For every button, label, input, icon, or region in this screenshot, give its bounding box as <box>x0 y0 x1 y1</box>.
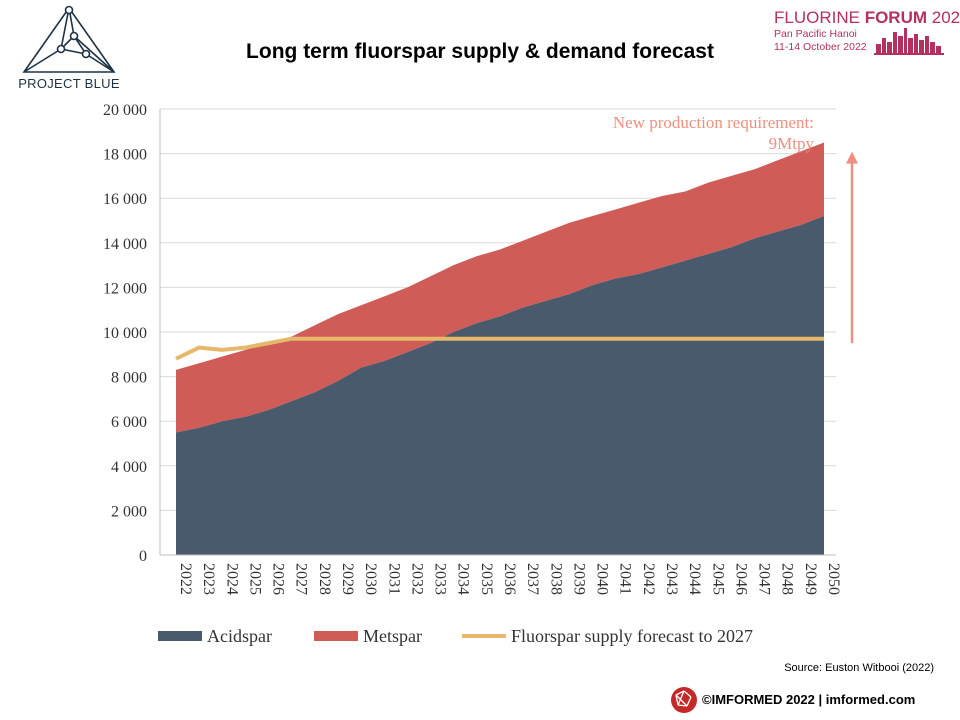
legend-metspar-label: Metspar <box>363 626 422 646</box>
y-tick-label: 16 000 <box>103 191 147 208</box>
x-tick-label: 2050 <box>825 563 842 595</box>
project-blue-logo-text: PROJECT BLUE <box>18 76 120 91</box>
copyright-text: ©IMFORMED 2022 | imformed.com <box>702 692 916 707</box>
y-tick-label: 20 000 <box>103 102 147 119</box>
legend: Acidspar Metspar Fluorspar supply forecast… <box>158 626 753 646</box>
city-skyline-icon <box>874 28 944 55</box>
project-blue-logo: PROJECT BLUE <box>14 4 124 98</box>
legend-supply-label: Fluorspar supply forecast to 2027 <box>511 626 753 646</box>
x-tick-label: 2046 <box>732 563 749 595</box>
legend-metspar-swatch <box>314 631 358 641</box>
forum-dates: 11-14 October 2022 <box>774 41 867 53</box>
x-tick-label: 2037 <box>524 563 541 595</box>
y-tick-label: 10 000 <box>103 325 147 342</box>
annotation-line1: New production requirement: <box>613 113 814 132</box>
y-tick-labels: 0 2 000 4 000 6 000 8 000 10 000 12 000 14 000 1… <box>103 102 147 565</box>
y-tick-label: 14 000 <box>103 236 147 253</box>
x-tick-label: 2028 <box>316 563 333 595</box>
x-tick-label: 2027 <box>293 563 310 595</box>
x-tick-label: 2043 <box>663 563 680 595</box>
x-tick-label: 2049 <box>802 563 819 595</box>
x-tick-label: 2039 <box>570 563 587 595</box>
annotation: New production requirement: 9Mtpy <box>613 113 858 344</box>
y-tick-label: 8 000 <box>111 370 147 387</box>
source-note: Source: Euston Witbooi (2022) <box>784 662 934 674</box>
line-layer <box>175 336 824 361</box>
y-tick-label: 6 000 <box>111 414 147 431</box>
y-tick-label: 2 000 <box>111 503 147 520</box>
footer: ©IMFORMED 2022 | imformed.com <box>670 684 950 716</box>
x-tick-label: 2030 <box>362 563 379 595</box>
forum-name-part1: FLUORINE <box>774 8 865 27</box>
forum-name: FLUORINE FORUM 2022 <box>774 8 960 28</box>
x-tick-label: 2029 <box>339 563 356 595</box>
y-tick-label: 0 <box>139 548 147 565</box>
x-tick-label: 2036 <box>501 563 518 595</box>
page-title: Long term fluorspar supply & demand fore… <box>246 40 714 63</box>
annotation-arrow-head <box>846 151 858 164</box>
area-acidspar <box>176 216 824 556</box>
y-tick-label: 12 000 <box>103 280 147 297</box>
x-tick-label: 2048 <box>779 563 796 595</box>
x-tick-label: 2023 <box>200 563 217 595</box>
x-tick-label: 2025 <box>246 563 263 595</box>
x-tick-label: 2038 <box>547 563 564 595</box>
x-tick-label: 2026 <box>270 563 287 595</box>
axes <box>159 109 836 556</box>
x-tick-label: 2040 <box>594 563 611 595</box>
x-tick-label: 2042 <box>640 563 657 595</box>
forum-name-part3: 2022 <box>931 8 960 27</box>
x-tick-label: 2035 <box>478 563 495 595</box>
legend-acidspar-label: Acidspar <box>207 626 272 646</box>
x-tick-label: 2032 <box>408 563 425 595</box>
x-tick-labels: 2022 2023 2024 2025 2026 2027 2028 2029 2030 2031… <box>177 563 842 595</box>
x-tick-label: 2045 <box>709 563 726 595</box>
x-tick-label: 2033 <box>432 563 449 595</box>
x-tick-label: 2044 <box>686 563 703 595</box>
annotation-line2: 9Mtpy <box>769 134 815 153</box>
x-tick-label: 2047 <box>756 563 773 595</box>
forum-venue: Pan Pacific Hanoi <box>774 28 857 40</box>
y-tick-label: 4 000 <box>111 459 147 476</box>
forum-name-part2: FORUM <box>864 8 928 27</box>
x-tick-label: 2031 <box>385 563 402 595</box>
fluorine-forum-logo: FLUORINE FORUM 2022 Pan Pacific Hanoi 11… <box>770 8 960 56</box>
x-tick-label: 2022 <box>177 563 194 595</box>
y-tick-label: 18 000 <box>103 147 147 164</box>
x-tick-label: 2024 <box>223 563 240 595</box>
supply-line <box>175 336 824 361</box>
x-tick-label: 2034 <box>455 563 472 595</box>
legend-acidspar-swatch <box>158 631 202 641</box>
x-tick-label: 2041 <box>617 563 634 595</box>
imformed-globe-icon <box>671 687 697 713</box>
area-layer <box>176 142 824 556</box>
area-metspar <box>176 142 824 433</box>
network-triangle-icon <box>22 5 116 73</box>
